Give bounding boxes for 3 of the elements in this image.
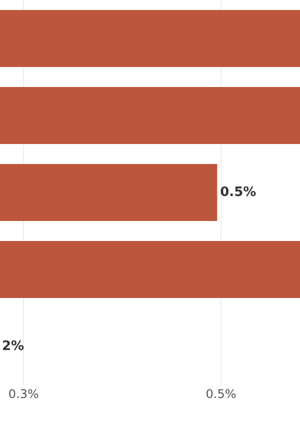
data-label: 0.5% bbox=[220, 185, 256, 200]
x-tick-label: 0.3% bbox=[8, 387, 39, 401]
annotation: 2% bbox=[2, 339, 24, 354]
